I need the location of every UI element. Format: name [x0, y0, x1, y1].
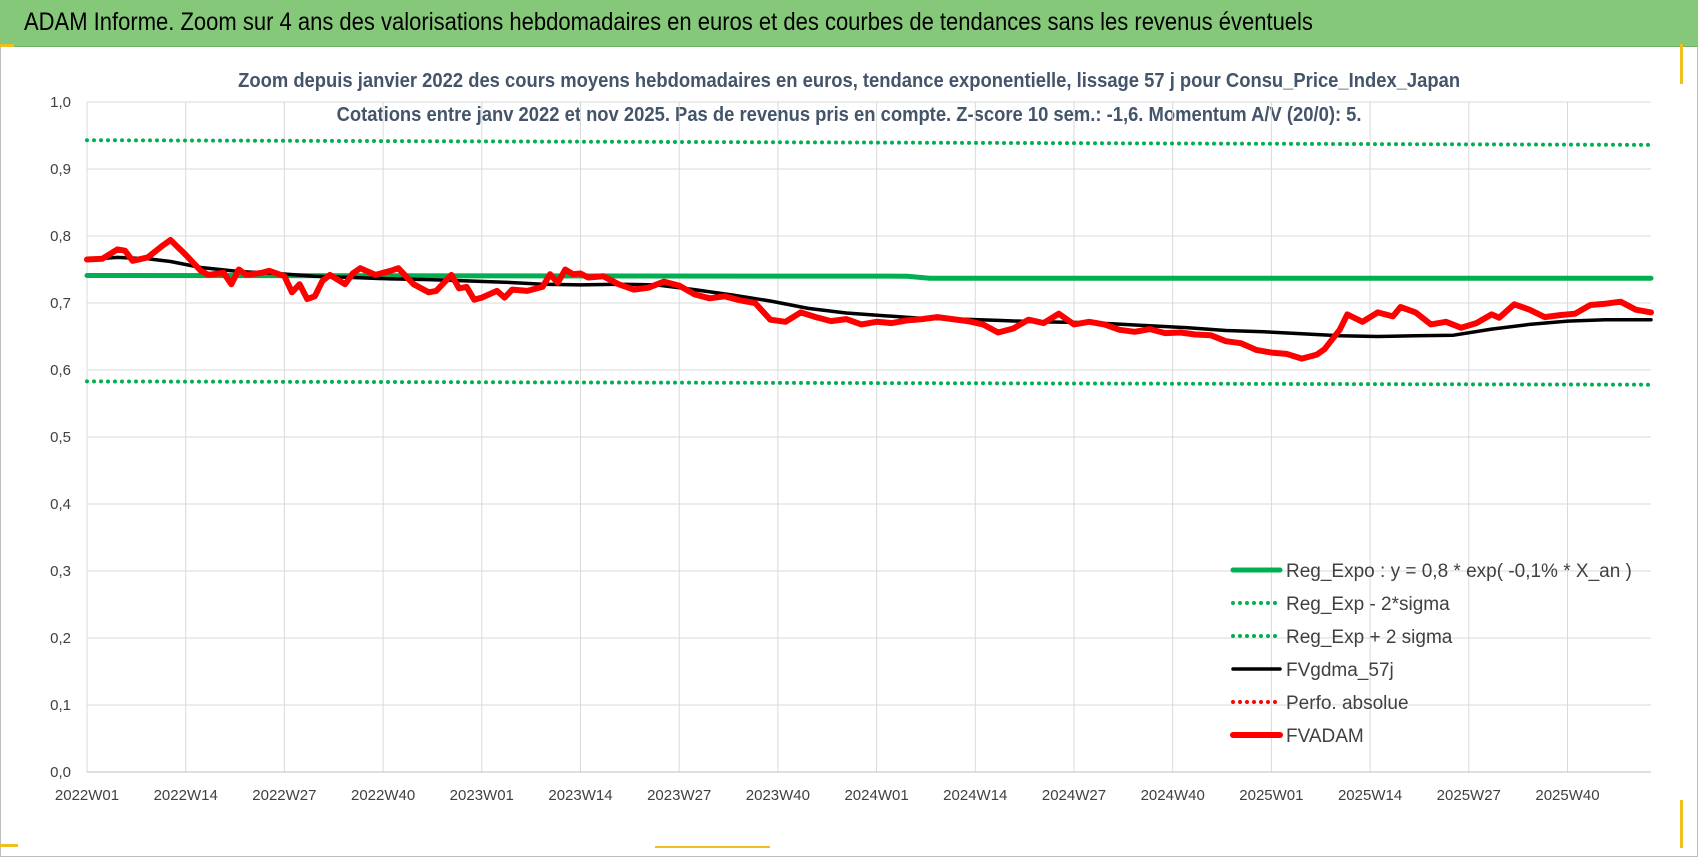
corner-mark-top-right	[1680, 44, 1683, 84]
chart-subtitle: Cotations entre janv 2022 et nov 2025. P…	[336, 104, 1362, 126]
legend: Reg_Expo : y = 0,8 * exp( -0,1% * X_an )…	[1230, 561, 1632, 747]
series-line-3	[85, 255, 1653, 339]
series-lines	[84, 138, 1654, 387]
x-tick-label: 2022W01	[55, 787, 119, 804]
x-tick-label: 2024W14	[943, 787, 1007, 804]
x-axis-ticks: 2022W01 2022W14 2022W27 2022W40 2023W01 2023W…	[55, 787, 1600, 804]
y-tick-label: 0,4	[50, 496, 71, 513]
x-tick-label: 2023W14	[548, 787, 612, 804]
report-header: ADAM Informe. Zoom sur 4 ans des valoris…	[0, 0, 1698, 47]
y-tick-label: 0,8	[50, 228, 71, 245]
x-tick-label: 2023W01	[450, 787, 514, 804]
legend-label: FVgdma_57j	[1286, 660, 1394, 681]
x-tick-label: 2025W27	[1437, 787, 1501, 804]
y-tick-label: 0,0	[50, 764, 71, 781]
x-tick-label: 2022W14	[154, 787, 218, 804]
x-tick-label: 2025W14	[1338, 787, 1402, 804]
x-tick-label: 2024W27	[1042, 787, 1106, 804]
x-tick-label: 2023W27	[647, 787, 711, 804]
x-tick-label: 2022W27	[252, 787, 316, 804]
x-tick-label: 2025W01	[1239, 787, 1303, 804]
series-line-5	[84, 237, 1654, 362]
corner-mark-bottom-left	[0, 844, 18, 847]
x-tick-label: 2025W40	[1535, 787, 1599, 804]
y-tick-label: 0,5	[50, 429, 71, 446]
legend-label: Reg_Exp - 2*sigma	[1286, 594, 1450, 615]
y-tick-label: 0,7	[50, 295, 71, 312]
corner-mark-bottom-right	[1680, 800, 1683, 848]
chart-title: Zoom depuis janvier 2022 des cours moyen…	[238, 70, 1460, 92]
legend-label: Reg_Exp + 2 sigma	[1286, 627, 1453, 648]
x-tick-label: 2022W40	[351, 787, 415, 804]
y-tick-label: 1,0	[50, 94, 71, 111]
report-title: ADAM Informe. Zoom sur 4 ans des valoris…	[24, 8, 1313, 36]
y-tick-label: 0,6	[50, 362, 71, 379]
corner-mark-bottom-center	[655, 846, 770, 848]
y-tick-label: 0,9	[50, 161, 71, 178]
y-tick-label: 0,1	[50, 697, 71, 714]
y-tick-label: 0,2	[50, 630, 71, 647]
corner-mark-top-left	[0, 44, 14, 47]
legend-label: FVADAM	[1286, 726, 1364, 747]
series-line-1	[85, 379, 1653, 387]
grid-lines	[86, 101, 1651, 773]
legend-label: Reg_Expo : y = 0,8 * exp( -0,1% * X_an )	[1286, 561, 1632, 582]
x-tick-label: 2023W40	[746, 787, 810, 804]
x-tick-label: 2024W01	[844, 787, 908, 804]
y-tick-label: 0,3	[50, 563, 71, 580]
y-axis-ticks: 0,0 0,1 0,2 0,3 0,4 0,5 0,6 0,7 0,8 0,9 1,0	[50, 94, 71, 781]
series-line-0	[84, 273, 1654, 281]
legend-label: Perfo. absolue	[1286, 693, 1409, 714]
series-line-2	[85, 138, 1653, 147]
x-tick-label: 2024W40	[1141, 787, 1205, 804]
